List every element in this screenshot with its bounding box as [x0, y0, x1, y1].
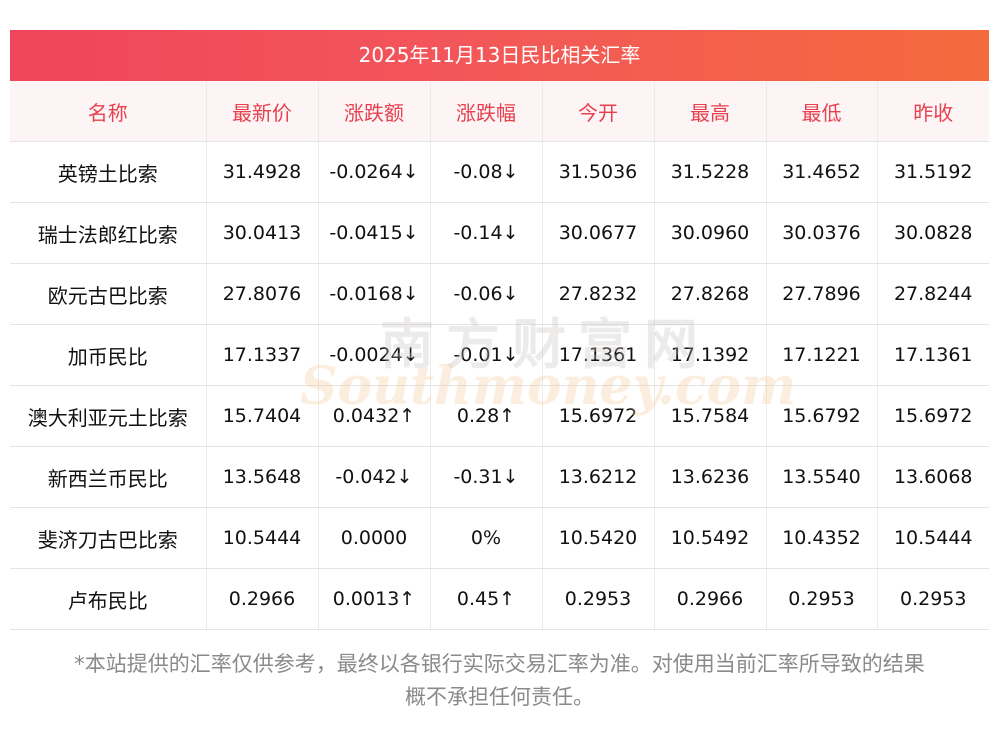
cell-latest: 31.4928: [205, 141, 318, 203]
cell-prev-close: 13.6068: [876, 446, 989, 508]
cell-high: 30.0960: [653, 202, 766, 264]
cell-prev-close: 15.6972: [876, 385, 989, 447]
cell-name: 英镑土比索: [10, 141, 206, 203]
cell-change-pct: -0.14↓: [429, 202, 542, 264]
exchange-rate-table: 名称 最新价 涨跌额 涨跌幅 今开 最高 最低 昨收 英镑土比索 31.4928-…: [10, 81, 989, 630]
cell-change-pct: 0.45↑: [429, 568, 542, 630]
disclaimer-line-2: 概不承担任何责任。: [405, 685, 594, 709]
cell-latest: 15.7404: [205, 385, 318, 447]
cell-change-pct: -0.01↓: [429, 324, 542, 386]
cell-change-pct: -0.31↓: [429, 446, 542, 508]
cell-change-pct: -0.06↓: [429, 263, 542, 325]
cell-change: -0.0024↓: [317, 324, 430, 386]
cell-low: 30.0376: [765, 202, 877, 264]
header-change: 涨跌额: [317, 81, 430, 142]
cell-low: 17.1221: [765, 324, 877, 386]
cell-high: 15.7584: [653, 385, 766, 447]
cell-latest: 27.8076: [205, 263, 318, 325]
cell-change: -0.042↓: [317, 446, 430, 508]
header-open: 今开: [541, 81, 654, 142]
cell-low: 15.6792: [765, 385, 877, 447]
cell-high: 0.2966: [653, 568, 766, 630]
cell-high: 13.6236: [653, 446, 766, 508]
table-row: 新西兰币民比 13.5648 -0.042↓ -0.31↓ 13.6212 13.6236…: [10, 446, 989, 508]
cell-high: 31.5228: [653, 141, 766, 203]
cell-open: 0.2953: [541, 568, 654, 630]
cell-name: 澳大利亚元土比索: [10, 385, 206, 447]
header-latest: 最新价: [205, 81, 318, 142]
disclaimer-line-1: *本站提供的汇率仅供参考，最终以各银行实际交易汇率为准。对使用当前汇率所导致的结…: [74, 652, 925, 676]
cell-open: 15.6972: [541, 385, 654, 447]
table-row: 加币民比 17.1337 -0.0024↓ -0.01↓ 17.1361 17.1392 1…: [10, 324, 989, 386]
cell-open: 17.1361: [541, 324, 654, 386]
cell-open: 13.6212: [541, 446, 654, 508]
cell-latest: 30.0413: [205, 202, 318, 264]
cell-open: 30.0677: [541, 202, 654, 264]
cell-open: 10.5420: [541, 507, 654, 569]
cell-prev-close: 27.8244: [876, 263, 989, 325]
cell-change-pct: -0.08↓: [429, 141, 542, 203]
table-row: 卢布民比 0.2966 0.0013↑ 0.45↑ 0.2953 0.2966 0.2953…: [10, 568, 989, 630]
cell-prev-close: 0.2953: [876, 568, 989, 630]
cell-low: 27.7896: [765, 263, 877, 325]
cell-change: -0.0415↓: [317, 202, 430, 264]
table-row: 英镑土比索 31.4928 -0.0264↓ -0.08↓ 31.5036 31.5228…: [10, 141, 989, 203]
cell-prev-close: 30.0828: [876, 202, 989, 264]
header-change-pct: 涨跌幅: [429, 81, 542, 142]
header-prev-close: 昨收: [876, 81, 989, 142]
table-header-row: 名称 最新价 涨跌额 涨跌幅 今开 最高 最低 昨收: [10, 81, 989, 142]
cell-name: 斐济刀古巴比索: [10, 507, 206, 569]
cell-name: 欧元古巴比索: [10, 263, 206, 325]
table-row: 欧元古巴比索 27.8076 -0.0168↓ -0.06↓ 27.8232 27.826…: [10, 263, 989, 325]
cell-latest: 17.1337: [205, 324, 318, 386]
cell-change-pct: 0%: [429, 507, 542, 569]
cell-name: 瑞士法郎红比索: [10, 202, 206, 264]
cell-change: 0.0000: [317, 507, 430, 569]
cell-latest: 10.5444: [205, 507, 318, 569]
cell-low: 31.4652: [765, 141, 877, 203]
cell-latest: 0.2966: [205, 568, 318, 630]
cell-name: 卢布民比: [10, 568, 206, 630]
header-high: 最高: [653, 81, 766, 142]
cell-change: 0.0432↑: [317, 385, 430, 447]
cell-change: 0.0013↑: [317, 568, 430, 630]
cell-prev-close: 17.1361: [876, 324, 989, 386]
cell-prev-close: 10.5444: [876, 507, 989, 569]
table-row: 澳大利亚元土比索 15.7404 0.0432↑ 0.28↑ 15.6972 15.758…: [10, 385, 989, 447]
cell-low: 10.4352: [765, 507, 877, 569]
cell-high: 10.5492: [653, 507, 766, 569]
cell-open: 31.5036: [541, 141, 654, 203]
cell-name: 新西兰币民比: [10, 446, 206, 508]
cell-high: 27.8268: [653, 263, 766, 325]
cell-high: 17.1392: [653, 324, 766, 386]
table-row: 斐济刀古巴比索 10.5444 0.0000 0% 10.5420 10.5492 10.4…: [10, 507, 989, 569]
cell-change-pct: 0.28↑: [429, 385, 542, 447]
table-row: 瑞士法郎红比索 30.0413 -0.0415↓ -0.14↓ 30.0677 30.09…: [10, 202, 989, 264]
header-name: 名称: [10, 81, 206, 142]
cell-change: -0.0168↓: [317, 263, 430, 325]
cell-low: 0.2953: [765, 568, 877, 630]
table-title: 2025年11月13日民比相关汇率: [10, 30, 989, 81]
cell-change: -0.0264↓: [317, 141, 430, 203]
cell-name: 加币民比: [10, 324, 206, 386]
cell-low: 13.5540: [765, 446, 877, 508]
header-low: 最低: [765, 81, 877, 142]
cell-prev-close: 31.5192: [876, 141, 989, 203]
cell-latest: 13.5648: [205, 446, 318, 508]
cell-open: 27.8232: [541, 263, 654, 325]
disclaimer: *本站提供的汇率仅供参考，最终以各银行实际交易汇率为准。对使用当前汇率所导致的结…: [10, 648, 989, 714]
